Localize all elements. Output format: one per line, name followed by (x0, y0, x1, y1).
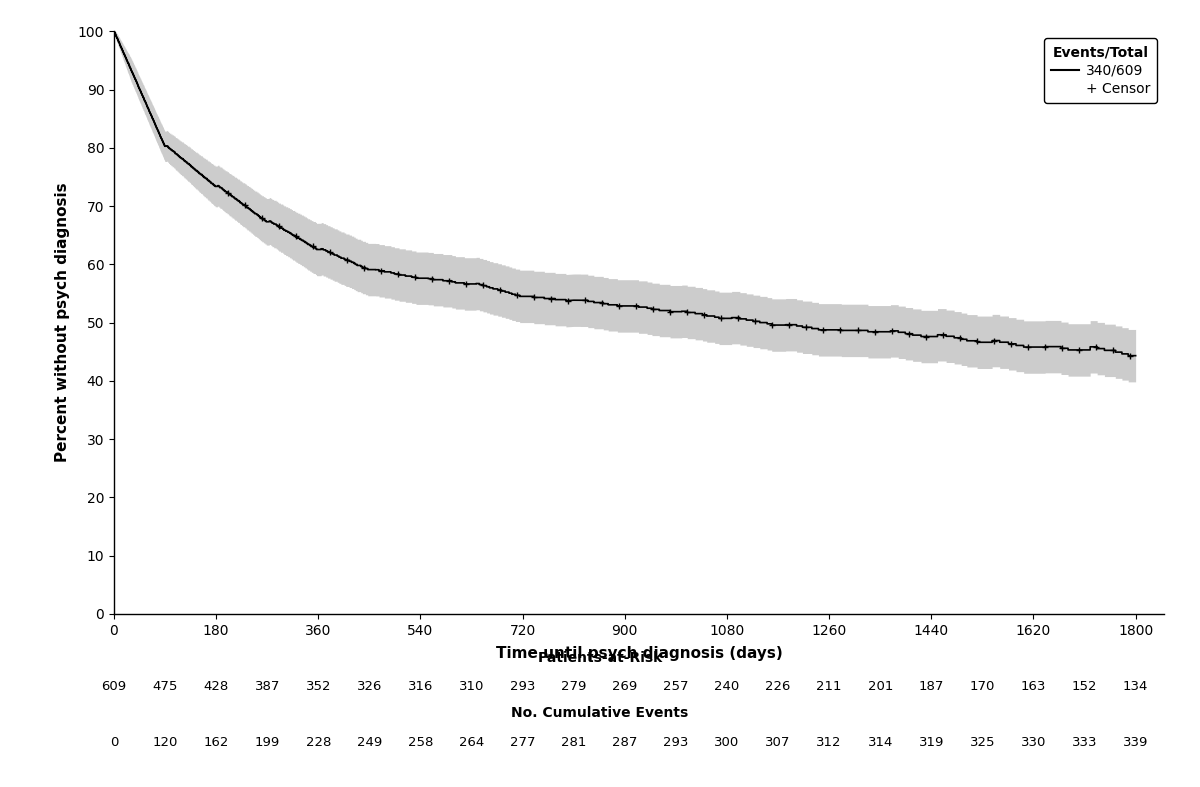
Text: 319: 319 (919, 736, 944, 749)
Text: 312: 312 (816, 736, 842, 749)
Text: 211: 211 (816, 679, 842, 693)
Text: 152: 152 (1072, 679, 1097, 693)
Text: 0: 0 (110, 736, 118, 749)
Text: Patients-at-Risk: Patients-at-Risk (538, 651, 662, 665)
Text: 134: 134 (1123, 679, 1148, 693)
Y-axis label: Percent without psych diagnosis: Percent without psych diagnosis (54, 183, 70, 463)
Text: 314: 314 (868, 736, 893, 749)
Text: 293: 293 (510, 679, 535, 693)
Text: No. Cumulative Events: No. Cumulative Events (511, 706, 689, 720)
Text: 281: 281 (562, 736, 587, 749)
Text: 199: 199 (254, 736, 280, 749)
Text: 325: 325 (970, 736, 995, 749)
Text: 475: 475 (152, 679, 178, 693)
Text: 352: 352 (306, 679, 331, 693)
Text: 228: 228 (306, 736, 331, 749)
Text: 333: 333 (1072, 736, 1097, 749)
Text: 162: 162 (204, 736, 229, 749)
X-axis label: Time until psych diagnosis (days): Time until psych diagnosis (days) (496, 646, 782, 661)
Text: 269: 269 (612, 679, 637, 693)
Text: 330: 330 (1021, 736, 1046, 749)
Text: 293: 293 (664, 736, 689, 749)
Text: 240: 240 (714, 679, 739, 693)
Text: 120: 120 (152, 736, 178, 749)
Text: 387: 387 (254, 679, 280, 693)
Text: 339: 339 (1123, 736, 1148, 749)
Legend: 340/609, + Censor: 340/609, + Censor (1044, 39, 1157, 102)
Text: 170: 170 (970, 679, 995, 693)
Text: 428: 428 (204, 679, 229, 693)
Text: 187: 187 (919, 679, 944, 693)
Text: 326: 326 (356, 679, 382, 693)
Text: 257: 257 (664, 679, 689, 693)
Text: 264: 264 (458, 736, 484, 749)
Text: 307: 307 (766, 736, 791, 749)
Text: 609: 609 (102, 679, 126, 693)
Text: 258: 258 (408, 736, 433, 749)
Text: 226: 226 (766, 679, 791, 693)
Text: 163: 163 (1021, 679, 1046, 693)
Text: 279: 279 (562, 679, 587, 693)
Text: 277: 277 (510, 736, 535, 749)
Text: 287: 287 (612, 736, 637, 749)
Text: 249: 249 (356, 736, 382, 749)
Text: 316: 316 (408, 679, 433, 693)
Text: 300: 300 (714, 736, 739, 749)
Text: 201: 201 (868, 679, 893, 693)
Text: 310: 310 (458, 679, 485, 693)
